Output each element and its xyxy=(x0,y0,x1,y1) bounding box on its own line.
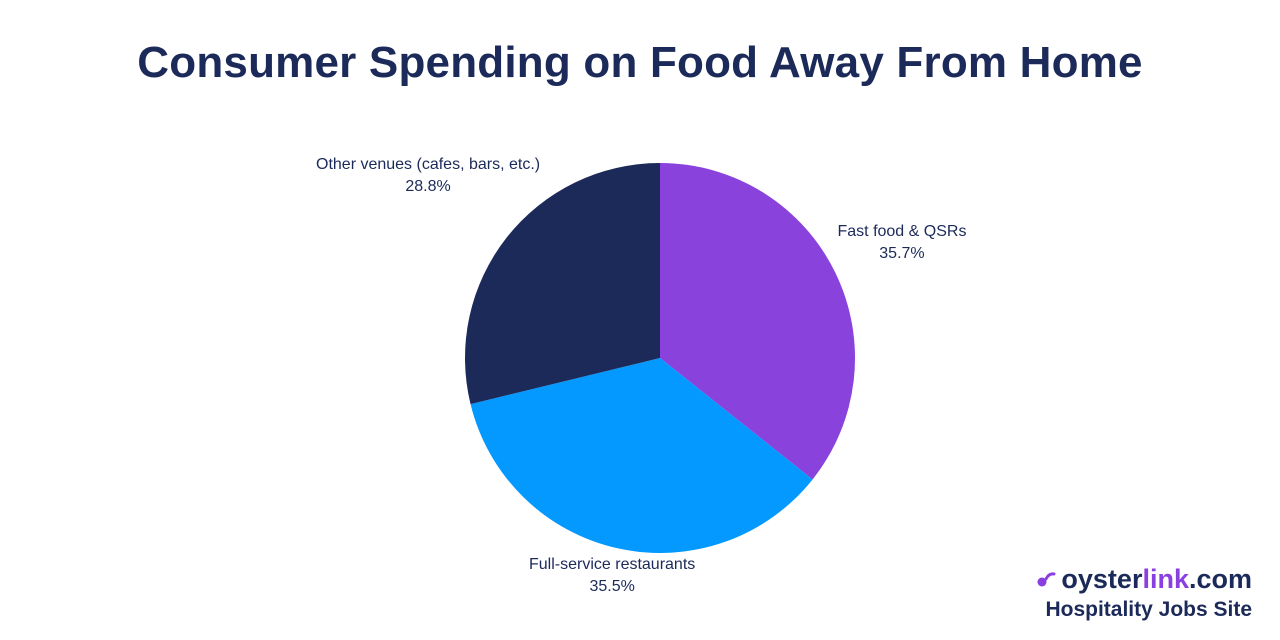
slice-name-3: Other venues (cafes, bars, etc.) xyxy=(316,156,541,173)
slice-value-3: 28.8% xyxy=(405,178,451,195)
chart-title: Consumer Spending on Food Away From Home xyxy=(137,38,1143,87)
brand-wordmark: oyster link .com xyxy=(1002,562,1252,596)
pie-slice-3 xyxy=(464,163,660,405)
brand-logo: oyster link .com Hospitality Jobs Site xyxy=(1002,562,1252,622)
slice-name-1: Fast food & QSRs xyxy=(837,223,967,240)
brand-name-part2: link xyxy=(1142,564,1189,594)
slice-label-2: Full-service restaurants 35.5% xyxy=(529,554,695,598)
slice-label-1: Fast food & QSRs 35.7% xyxy=(838,221,967,265)
slice-name-2: Full-service restaurants xyxy=(529,556,696,573)
pie-slice-2 xyxy=(470,358,813,553)
brand-name-part3: .com xyxy=(1188,564,1252,594)
oyster-logo-icon xyxy=(1037,572,1056,587)
brand-name-part1: oyster xyxy=(1061,564,1143,594)
slice-value-1: 35.7% xyxy=(879,245,925,262)
brand-tagline: Hospitality Jobs Site xyxy=(1045,598,1252,621)
slice-label-3: Other venues (cafes, bars, etc.) 28.8% xyxy=(316,154,540,198)
pie-slice-1 xyxy=(660,163,856,480)
slice-value-2: 35.5% xyxy=(589,578,635,595)
